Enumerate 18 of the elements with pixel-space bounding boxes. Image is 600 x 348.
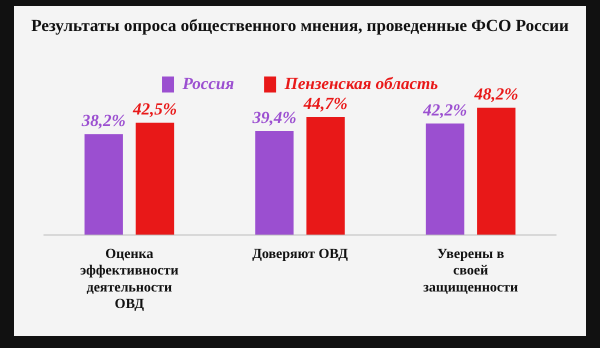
data-label: 38,2% bbox=[80, 110, 126, 130]
bar bbox=[477, 108, 516, 235]
x-tick-label: Оценка эффективности деятельности ОВД bbox=[80, 246, 179, 312]
data-label: 42,2% bbox=[422, 100, 468, 120]
bar bbox=[426, 124, 464, 235]
data-label: 48,2% bbox=[473, 84, 518, 104]
data-label: 39,4% bbox=[251, 108, 296, 127]
legend-label: Пензенская область bbox=[284, 74, 438, 93]
bar bbox=[306, 116, 345, 235]
legend-label: Россия bbox=[182, 74, 234, 93]
bar bbox=[136, 122, 174, 235]
x-tick-label: Уверены в своей защищенности bbox=[423, 246, 518, 296]
data-label: 42,5% bbox=[132, 100, 177, 119]
x-tick-label: Доверяют ОВД bbox=[252, 246, 348, 262]
bar bbox=[255, 130, 294, 235]
chart-title: Результаты опроса общественного мнения, проведенные ФСО России bbox=[30, 16, 570, 36]
data-label: 44,7% bbox=[302, 94, 348, 113]
bar bbox=[84, 134, 123, 235]
